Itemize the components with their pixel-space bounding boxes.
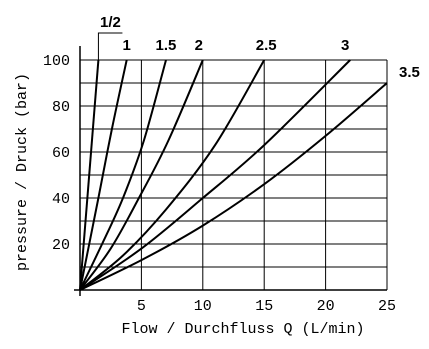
series-label: 2 (195, 37, 203, 54)
x-tick-label: 25 (378, 298, 396, 315)
series-curve (79, 59, 266, 291)
x-tick-label: 5 (137, 298, 146, 315)
labels: 5 10 15 20 25 20 40 60 80 100 1/21 1.5 2 2.5 3 3.5 (43, 14, 420, 315)
series-curve (79, 59, 204, 291)
series-label: 1.5 (156, 37, 177, 54)
y-tick-label: 20 (52, 237, 70, 254)
series-label-leader (97, 32, 123, 60)
series-curve (79, 59, 100, 291)
y-tick-label: 40 (52, 191, 70, 208)
curves (79, 59, 388, 291)
x-axis-title: Flow / Durchfluss Q (L/min) (121, 321, 364, 338)
x-tick-label: 10 (194, 298, 212, 315)
series-curve (79, 82, 388, 291)
axes (74, 46, 387, 296)
series-curve (79, 59, 351, 291)
series-label: 3 (341, 37, 349, 54)
x-tick-label: 15 (255, 298, 273, 315)
y-tick-label: 100 (43, 53, 70, 70)
grid (80, 59, 388, 290)
series-label: 1 (122, 37, 130, 54)
y-tick-label: 80 (52, 99, 70, 116)
y-tick-label: 60 (52, 145, 70, 162)
series-label: 2.5 (256, 37, 277, 54)
y-axis-title: pressure / Druck (bar) (14, 73, 31, 271)
x-tick-label: 20 (317, 298, 335, 315)
series-label: 1/2 (100, 14, 121, 31)
series-curve (79, 59, 167, 291)
series-curve (79, 59, 128, 291)
series-label: 3.5 (399, 64, 420, 81)
